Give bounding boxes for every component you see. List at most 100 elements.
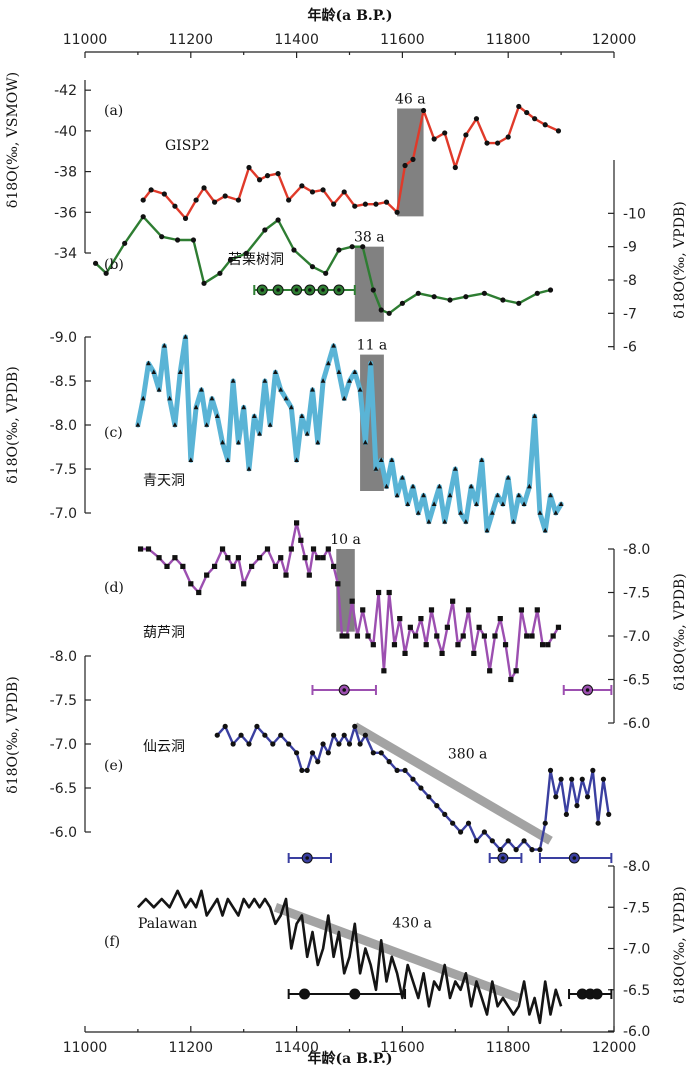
y-tick-label-c_left: -8.5	[50, 374, 77, 390]
data-point-d	[219, 546, 226, 552]
data-point-e	[481, 829, 487, 835]
data-point-e	[595, 820, 601, 826]
bottom-x-tick-label: 11800	[486, 1040, 531, 1056]
bottom-x-tick-label: 11600	[380, 1040, 425, 1056]
data-point-b	[323, 270, 329, 276]
data-point-d	[439, 650, 445, 656]
trend-label: 430 a	[392, 916, 432, 932]
data-point-c	[140, 395, 146, 401]
data-point-c	[230, 378, 236, 383]
data-point-a	[555, 128, 562, 134]
series-line-b	[94, 215, 551, 315]
data-point-d	[235, 555, 242, 561]
y-tick-label-d_right: -7.5	[623, 586, 650, 602]
data-point-e	[352, 723, 358, 730]
data-point-e	[315, 759, 321, 765]
data-point-b	[386, 310, 392, 316]
data-point-c	[368, 360, 374, 366]
data-point-d	[310, 546, 317, 552]
data-point-e	[521, 838, 527, 844]
series-line-f	[136, 889, 563, 1025]
data-point-a	[420, 107, 427, 114]
data-point-c	[394, 492, 400, 498]
data-point-c	[331, 343, 337, 348]
data-point-c	[400, 475, 405, 480]
data-point-c	[384, 483, 389, 489]
data-point-b	[378, 307, 384, 313]
data-point-c	[236, 439, 241, 445]
data-point-c	[294, 457, 299, 462]
data-point-a	[148, 187, 154, 193]
data-point-e	[378, 750, 384, 756]
data-point-c	[516, 492, 522, 498]
data-point-c	[378, 457, 384, 462]
data-point-d	[492, 633, 498, 639]
data-point-c	[389, 457, 395, 462]
data-point-a	[484, 140, 490, 146]
data-point-c	[336, 369, 342, 374]
dating-point	[299, 988, 311, 1000]
data-point-c	[310, 387, 315, 392]
data-point-c	[532, 413, 538, 418]
data-point-c	[373, 466, 379, 471]
y-axis-title-a_left: δ18O(‰, VSMOW)	[5, 72, 21, 208]
data-point-e	[394, 767, 400, 774]
data-point-e	[410, 776, 416, 782]
event-label: 10 a	[330, 532, 361, 548]
y-tick-label-b_right: -6	[623, 340, 637, 356]
data-point-d	[354, 633, 361, 639]
data-point-c	[241, 404, 247, 410]
data-point-e	[386, 759, 392, 765]
data-point-c	[257, 431, 262, 436]
data-point-e	[370, 750, 376, 756]
y-axis-title-e_left: δ18O(‰, VPDB)	[5, 676, 21, 793]
dating-point-center	[305, 856, 309, 860]
series-name-b: 苦栗树洞	[228, 252, 284, 268]
series-line-a	[142, 105, 560, 220]
series-line-e	[216, 725, 610, 851]
dating-point	[591, 988, 603, 1000]
data-point-a	[286, 197, 292, 203]
data-point-d	[315, 555, 321, 561]
data-point-d	[212, 563, 218, 569]
y-tick-label-e_left: -7.0	[50, 737, 77, 753]
data-point-e	[278, 732, 284, 738]
data-point-d	[145, 546, 152, 552]
data-point-c	[251, 413, 257, 418]
top-x-tick-label: 11800	[486, 32, 531, 48]
data-point-e	[600, 776, 607, 782]
bottom-x-tick-label: 11000	[63, 1040, 108, 1056]
data-point-c	[526, 483, 532, 489]
data-point-d	[278, 555, 284, 561]
data-point-d	[402, 650, 408, 656]
y-tick-label-e_left: -6.5	[50, 781, 77, 797]
data-point-a	[383, 199, 390, 205]
data-point-d	[487, 668, 493, 674]
data-point-b	[159, 234, 165, 240]
data-point-e	[262, 732, 268, 738]
data-point-a	[542, 122, 548, 128]
data-point-c	[246, 466, 252, 471]
data-point-e	[497, 847, 503, 853]
data-point-d	[513, 668, 519, 674]
top-x-tick-label: 12000	[592, 32, 637, 48]
dating-point-center	[308, 288, 312, 292]
trend-bar	[352, 722, 553, 845]
bottom-x-axis-title: 年龄(a B.P.)	[308, 1050, 393, 1067]
data-point-c	[352, 369, 358, 374]
data-point-b	[431, 294, 437, 300]
data-point-c	[410, 483, 416, 489]
y-tick-label-a_left: -38	[54, 165, 77, 181]
data-point-d	[339, 633, 345, 639]
bottom-x-tick-label: 11400	[274, 1040, 319, 1056]
data-point-c	[489, 510, 495, 515]
data-point-b	[516, 300, 522, 306]
data-point-d	[413, 633, 419, 639]
y-tick-label-d_right: -6.5	[623, 673, 650, 689]
data-point-a	[309, 189, 316, 195]
data-point-d	[534, 607, 540, 613]
data-point-d	[370, 642, 376, 648]
data-point-d	[204, 572, 210, 578]
data-point-c	[458, 510, 463, 515]
data-point-e	[558, 776, 564, 782]
